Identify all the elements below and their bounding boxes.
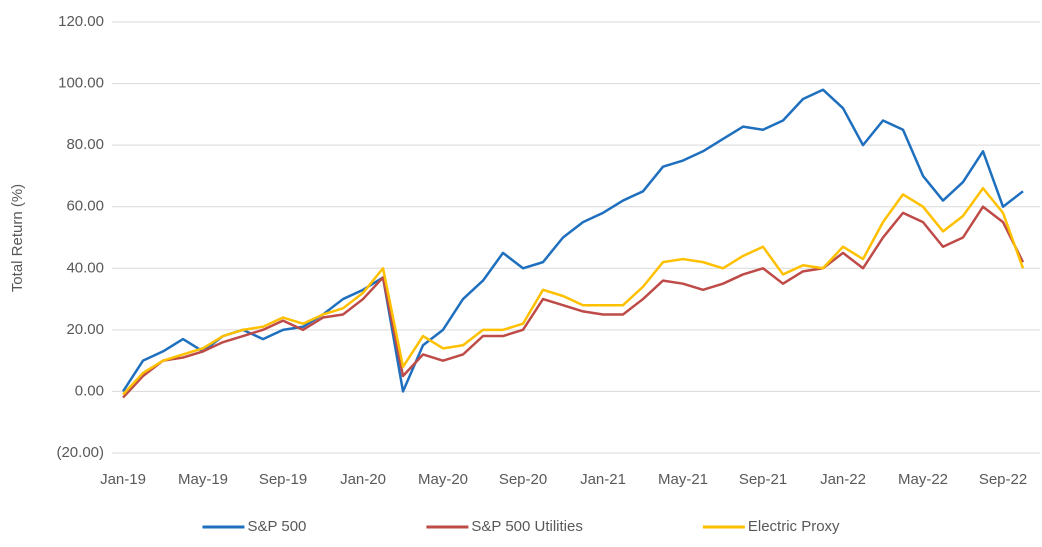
- legend-label: Electric Proxy: [748, 518, 840, 535]
- y-tick-label: (20.00): [56, 444, 104, 461]
- y-tick-label: 0.00: [75, 382, 104, 399]
- x-tick-label: Sep-20: [499, 471, 547, 488]
- line-series: [122, 186, 1025, 396]
- legend-label: S&P 500 Utilities: [471, 518, 582, 535]
- x-tick-label: May-20: [418, 471, 468, 488]
- y-tick-label: 120.00: [58, 13, 104, 30]
- x-tick-label: Jan-19: [100, 471, 146, 488]
- y-tick-label: 20.00: [66, 321, 104, 338]
- y-tick-label: 40.00: [66, 259, 104, 276]
- x-tick-label: Jan-20: [340, 471, 386, 488]
- x-tick-label: Jan-21: [580, 471, 626, 488]
- x-tick-label: Sep-19: [259, 471, 307, 488]
- x-tick-label: May-19: [178, 471, 228, 488]
- x-tick-label: May-22: [898, 471, 948, 488]
- x-tick-label: Jan-22: [820, 471, 866, 488]
- x-tick-label: May-21: [658, 471, 708, 488]
- legend-label: S&P 500: [247, 518, 306, 535]
- x-tick-label: Sep-22: [979, 471, 1027, 488]
- y-axis-label: Total Return (%): [9, 184, 26, 292]
- line-series: [122, 205, 1025, 399]
- y-tick-label: 60.00: [66, 198, 104, 215]
- x-tick-label: Sep-21: [739, 471, 787, 488]
- y-tick-label: 80.00: [66, 136, 104, 153]
- line-series: [121, 88, 1024, 393]
- y-tick-label: 100.00: [58, 75, 104, 92]
